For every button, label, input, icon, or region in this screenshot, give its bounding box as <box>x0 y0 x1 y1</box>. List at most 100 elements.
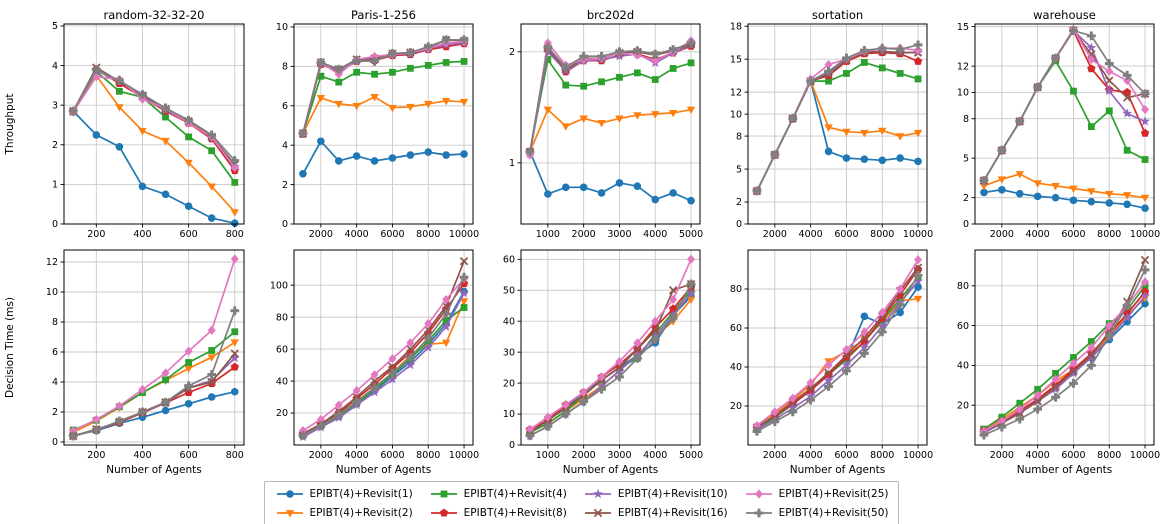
circle-marker-icon <box>914 157 922 166</box>
y-tick-label: 2 <box>52 140 58 151</box>
plus-marker-icon <box>877 43 887 53</box>
x-tick-label: 4000 <box>643 450 667 461</box>
series-line <box>302 139 465 175</box>
circle-marker-icon <box>878 156 887 165</box>
plus-marker-icon <box>806 395 816 405</box>
circle-marker-icon <box>207 393 216 401</box>
star-marker-icon <box>229 352 240 363</box>
square-marker-icon <box>442 316 450 324</box>
y-tick-label: 2 <box>282 180 288 191</box>
series-line <box>756 274 919 433</box>
diamond-marker-icon <box>161 368 170 378</box>
y-tick-label: 4 <box>282 140 288 151</box>
plus-marker-icon <box>1140 265 1150 275</box>
legend-sample <box>276 490 303 498</box>
legend-sample <box>745 508 772 518</box>
diamond-marker-icon <box>633 338 642 348</box>
star-marker-icon <box>859 342 870 352</box>
y-tick-label: 15 <box>957 22 969 33</box>
y-tick-label: 60 <box>503 254 515 265</box>
plus-marker-icon <box>615 372 624 382</box>
circle-marker-icon <box>1033 192 1042 201</box>
square-marker-icon <box>1087 338 1095 345</box>
plus-marker-icon <box>405 352 415 362</box>
circle-marker-icon <box>424 148 433 156</box>
square-marker-icon <box>440 490 448 498</box>
subplot-col2-decision-time: 1000 2000 3000 4000 5000 0 10 20 30 40 50 60 Number … <box>503 249 703 476</box>
x-tick-label: 200 <box>87 450 105 461</box>
plus-marker-icon <box>1051 392 1060 402</box>
x-marker-icon <box>370 376 379 386</box>
y-tick-label: 80 <box>957 281 969 292</box>
circle-marker-icon <box>579 183 588 192</box>
plus-marker-icon <box>298 431 308 440</box>
plus-marker-icon <box>752 426 762 436</box>
series-line <box>756 259 919 427</box>
diamond-marker-icon <box>1087 342 1096 353</box>
square-marker-icon <box>687 59 695 67</box>
y-tick-label: 40 <box>730 362 742 373</box>
plus-marker-icon <box>788 407 798 417</box>
plus-marker-icon <box>913 270 923 280</box>
circle-marker-icon <box>597 189 606 197</box>
x-tick-label: 1000 <box>536 229 560 240</box>
subplot-col3-decision-time: 2000 4000 6000 8000 10000 20 40 60 80 Number of A… <box>730 249 933 476</box>
plus-marker-icon <box>1086 361 1096 370</box>
plus-marker-icon <box>114 416 124 426</box>
x-tick-label: 10000 <box>449 450 479 461</box>
diamond-marker-icon <box>184 346 193 356</box>
circle-marker-icon <box>184 399 193 408</box>
diamond-marker-icon <box>633 50 642 60</box>
star-marker-icon <box>841 359 852 370</box>
subplot-cell: 1000 2000 3000 4000 5000 0 10 20 30 40 50 60 Number … <box>481 244 708 482</box>
subplot-cell: 2000 4000 6000 8000 10000 20 40 60 80 100 Number o… <box>254 244 481 482</box>
y-tick-label: 0 <box>509 440 515 451</box>
x-axis-label: Number of Agents <box>336 464 432 476</box>
y-tick-label: 20 <box>503 378 515 389</box>
circle-marker-icon <box>980 188 988 197</box>
circle-marker-icon <box>161 190 170 199</box>
pentagon-marker-icon <box>1140 128 1150 137</box>
x-marker-icon <box>1051 383 1060 392</box>
series-line <box>983 188 1146 210</box>
series-line <box>983 173 1146 199</box>
y-tick-label: 40 <box>503 316 515 327</box>
square-marker-icon <box>424 61 432 69</box>
triangle-down-marker-icon <box>230 209 239 217</box>
plus-marker-icon <box>441 35 451 45</box>
diamond-marker-icon <box>424 318 433 329</box>
plus-marker-icon <box>441 309 451 319</box>
x-marker-icon <box>459 256 469 266</box>
series-line <box>756 266 919 429</box>
x-marker-icon <box>593 508 603 518</box>
circle-marker-icon <box>544 190 552 198</box>
series-line <box>302 278 465 432</box>
triangle-down-marker-icon <box>370 94 379 102</box>
x-tick-label: 200 <box>87 229 105 240</box>
x-axis-label: Number of Agents <box>790 464 886 476</box>
y-tick-label: 3 <box>52 100 58 111</box>
legend-item: EPIBT(4)+Revisit(2) <box>275 504 413 522</box>
x-tick-label: 8000 <box>1097 229 1121 240</box>
legend-label: EPIBT(4)+Revisit(25) <box>778 488 889 500</box>
plus-marker-icon <box>1122 301 1132 311</box>
pentagon-marker-icon <box>913 56 923 65</box>
star-marker-icon <box>592 488 603 499</box>
triangle-down-marker-icon <box>860 129 869 138</box>
subplot-Paris-1-256-throughput: 2000 4000 6000 8000 10000 0 2 4 6 8 10 Paris-1-256 <box>276 8 479 240</box>
legend-label: EPIBT(4)+Revisit(10) <box>617 488 728 500</box>
plus-marker-icon <box>842 53 851 63</box>
diamond-marker-icon <box>115 401 124 411</box>
series-line <box>302 260 465 435</box>
circle-marker-icon <box>1087 197 1096 206</box>
plus-marker-icon <box>579 397 589 407</box>
series-line <box>529 108 692 153</box>
diamond-marker-icon <box>370 370 379 380</box>
x-marker-icon <box>615 363 624 372</box>
x-tick-label: 4000 <box>345 229 369 240</box>
circle-marker-icon <box>651 195 660 204</box>
triangle-down-marker-icon <box>1122 192 1132 200</box>
legend-sample <box>584 488 611 499</box>
pentagon-marker-icon <box>668 304 678 313</box>
